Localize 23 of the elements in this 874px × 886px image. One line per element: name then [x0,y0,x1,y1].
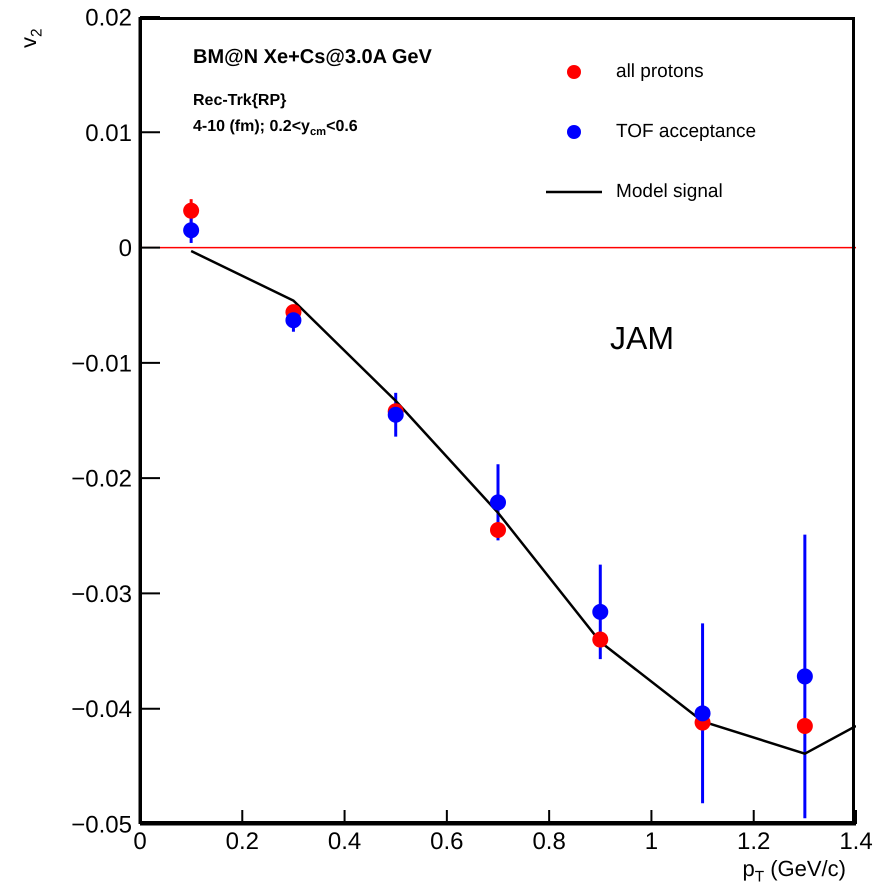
x-tick-label: 0.4 [328,828,362,856]
legend-label: TOF acceptance [616,121,756,143]
y-tick-label: −0.02 [71,466,132,493]
x-tick-label: 1.4 [839,828,873,856]
annotation: BM@N Xe+Cs@3.0A GeV [193,46,432,68]
x-tick-label: 0.2 [226,828,259,856]
x-axis-title: p$_{T}$ (GeV/c) [742,856,846,886]
annotation: JAM [610,320,674,356]
legend-label: Model signal [616,181,723,203]
x-tick-label: 0.8 [532,828,566,856]
x-tick-label: 0.6 [430,828,464,856]
y-tick-label: −0.04 [71,696,132,724]
x-tick-label: 1 [644,828,658,856]
y-tick-label: −0.05 [71,812,132,839]
y-tick-label: 0.01 [85,120,132,147]
y-tick-label: 0 [118,235,132,262]
annotation: Rec-Trk{RP} [193,92,286,109]
y-tick-label: 0.02 [85,4,132,32]
x-tick-label: 1.2 [737,828,770,856]
annotation: 4-10 (fm); 0.2<y$_{cm}$<0.6 [193,118,358,138]
y-tick-label: −0.01 [71,350,132,378]
legend-label: all protons [616,61,704,83]
y-tick-label: −0.03 [71,580,132,608]
